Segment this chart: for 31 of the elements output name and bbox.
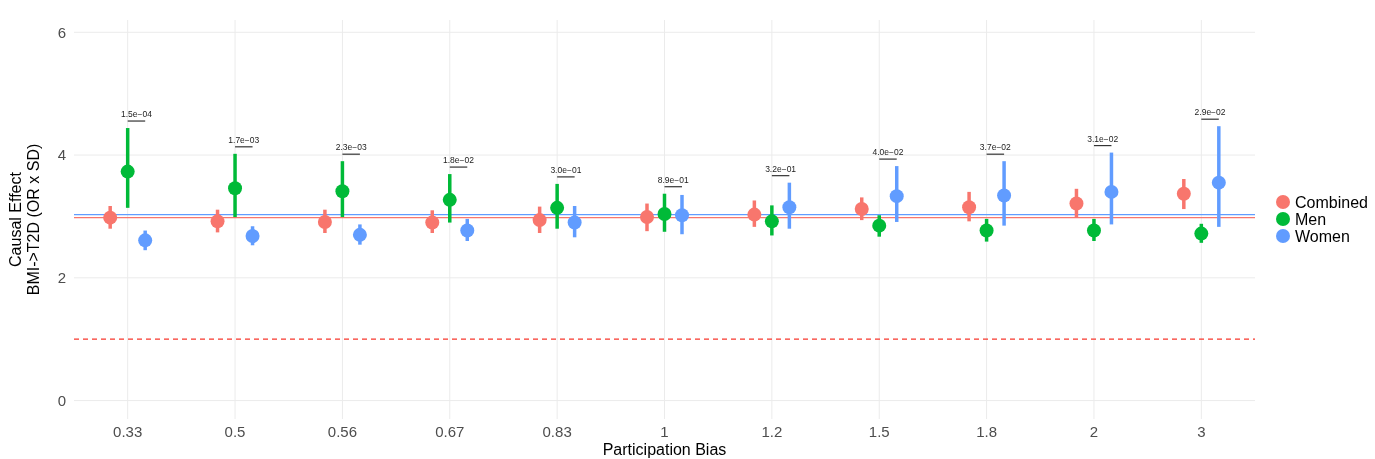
- x-tick-label: 0.56: [327, 423, 358, 440]
- x-tick-label: 1.2: [761, 423, 783, 440]
- y-tick-label: 6: [57, 23, 66, 41]
- annotation: 3.2e−01: [765, 163, 797, 174]
- legend-label: Women: [1295, 227, 1350, 245]
- x-tick-label: 2: [1089, 423, 1099, 440]
- annotation: 1.5e−04: [120, 109, 153, 120]
- x-tick-label: 1.5: [868, 423, 890, 440]
- annotation: 2.3e−03: [335, 142, 367, 153]
- legend-label: Men: [1295, 210, 1327, 228]
- annotation: 4.0e−02: [872, 147, 904, 158]
- annotation: 3.0e−01: [550, 164, 582, 175]
- x-tick-label: 0.33: [113, 423, 143, 440]
- annotation: 2.9e−02: [1194, 107, 1226, 118]
- annotation: 3.7e−02: [979, 142, 1012, 153]
- x-tick-label: 0.67: [435, 423, 465, 440]
- annotation: 1.8e−02: [443, 155, 475, 166]
- y-tick-label: 4: [57, 146, 66, 164]
- x-tick-label: 0.83: [542, 423, 572, 440]
- x-tick-label: 0.5: [224, 423, 246, 440]
- annotation: 1.7e−03: [228, 134, 260, 145]
- y-axis-title: Causal Effect BMI->T2D (OR x SD): [7, 143, 42, 296]
- x-tick-label: 1.8: [976, 423, 998, 440]
- legend-label: Combined: [1295, 193, 1368, 211]
- x-tick-label: 1: [660, 423, 669, 440]
- x-tick-label: 3: [1197, 423, 1206, 440]
- x-axis-title: Participation Bias: [602, 441, 727, 458]
- annotation: 8.9e−01: [657, 174, 689, 185]
- y-tick-label: 0: [57, 391, 66, 409]
- y-tick-label: 2: [57, 269, 66, 287]
- annotation: 3.1e−02: [1087, 133, 1119, 144]
